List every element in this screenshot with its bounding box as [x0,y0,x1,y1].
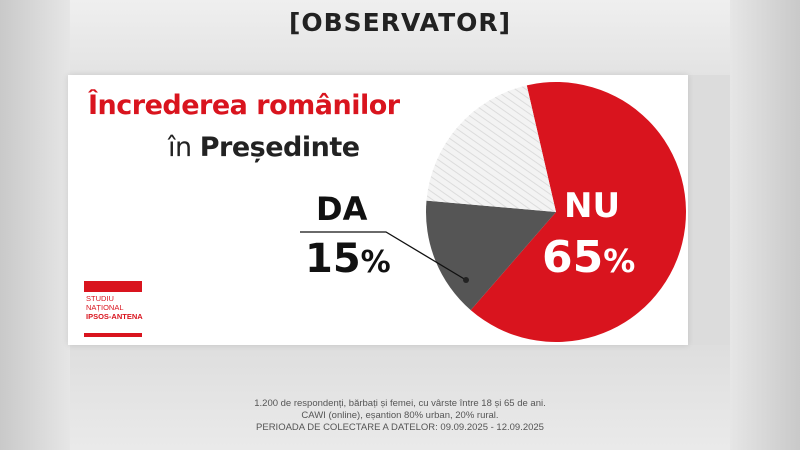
logo-bar-top [84,281,142,292]
brand-logo: [OBSERVATOR] [288,8,512,37]
logo-line2: NAȚIONAL [86,303,124,312]
footnote-line2: CAWI (online), eșantion 80% urban, 20% r… [301,410,499,421]
pie-slice-da [426,200,556,311]
logo-line1: STUDIU [86,294,114,303]
background-floor [0,345,800,450]
nu-slice-number: 65 [542,232,604,283]
pie-slice-rest [426,85,556,212]
ipsos-antena-logo: STUDIU NAȚIONAL IPSOS-ANTENA [84,281,143,338]
da-leader-dot [463,277,469,283]
background-left-wall [0,0,70,450]
background-right-wall [730,0,800,450]
pie-slices [426,81,687,342]
da-slice-unit: % [360,245,391,280]
pie-slice-nu [470,81,687,342]
methodology-footnote: 1.200 de respondenți, bărbați și femei, … [0,398,800,434]
da-slice-label: DA [316,190,368,228]
logo-line3: IPSOS-ANTENA [86,312,143,321]
chart-subtitle-prefix: în [168,132,192,163]
da-slice-number: 15 [305,236,361,282]
chart-subtitle: în Președinte [168,132,360,163]
logo-bar-bottom [84,333,142,337]
da-slice-value: 15% [305,236,391,282]
nu-slice-label: NU [564,186,621,226]
nu-slice-value: 65% [542,232,635,283]
background-ceiling [0,0,800,75]
logo-text: STUDIU NAȚIONAL IPSOS-ANTENA [86,294,143,321]
footnote-line1: 1.200 de respondenți, bărbați și femei, … [254,398,546,409]
chart-subtitle-word: Președinte [199,132,360,163]
chart-title: Încrederea românilor [88,90,400,121]
da-leader-line [300,231,467,281]
nu-slice-unit: % [603,242,636,280]
footnote-line3: PERIOADA DE COLECTARE A DATELOR: 09.09.2… [256,422,544,433]
